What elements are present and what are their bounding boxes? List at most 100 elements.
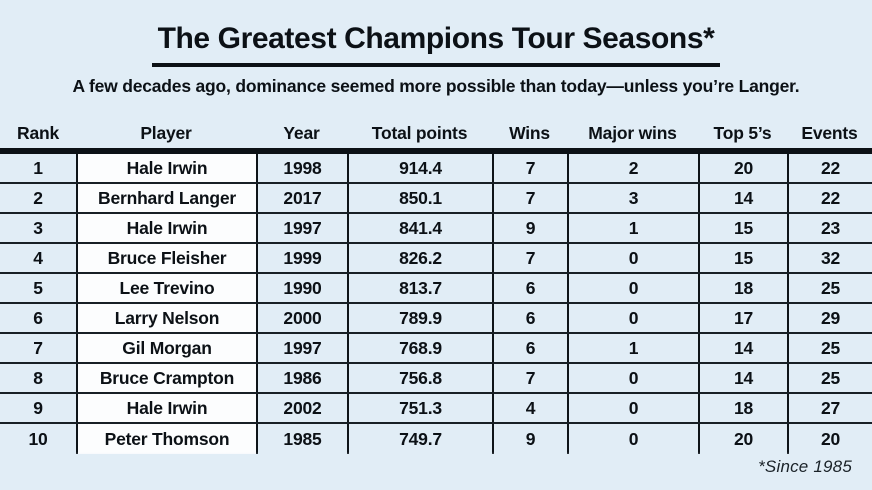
cell-player: Bernhard Langer [76,184,256,212]
cell-year: 1990 [256,274,347,302]
table-row: 9 Hale Irwin 2002 751.3 4 0 18 27 [0,394,872,424]
cell-wins: 7 [492,154,567,182]
column-header-events: Events [801,123,858,143]
column-header-rank: Rank [17,123,59,143]
cell-year: 1999 [256,244,347,272]
cell-top-5-s: 20 [698,154,787,182]
cell-total-points: 826.2 [347,244,492,272]
cell-top-5-s: 14 [698,334,787,362]
cell-year: 2000 [256,304,347,332]
cell-top-5-s: 18 [698,394,787,422]
cell-total-points: 813.7 [347,274,492,302]
cell-year: 1997 [256,334,347,362]
cell-year: 1997 [256,214,347,242]
cell-top-5-s: 20 [698,424,787,454]
table-row: 5 Lee Trevino 1990 813.7 6 0 18 25 [0,274,872,304]
cell-major-wins: 2 [567,154,698,182]
cell-year: 1998 [256,154,347,182]
cell-rank: 6 [33,307,43,328]
cell-top-5-s: 17 [698,304,787,332]
cell-total-points: 841.4 [347,214,492,242]
cell-events: 27 [787,394,872,422]
column-header-wins: Wins [509,123,550,143]
cell-events: 20 [787,424,872,454]
table-row: 10 Peter Thomson 1985 749.7 9 0 20 20 [0,424,872,454]
cell-rank: 9 [33,397,43,418]
cell-total-points: 914.4 [347,154,492,182]
table-row: 1 Hale Irwin 1998 914.4 7 2 20 22 [0,154,872,184]
cell-major-wins: 0 [567,304,698,332]
cell-player: Bruce Fleisher [76,244,256,272]
cell-total-points: 850.1 [347,184,492,212]
column-header-top-5-s: Top 5’s [713,123,772,143]
cell-rank: 5 [33,277,43,298]
cell-year: 2017 [256,184,347,212]
table-row: 4 Bruce Fleisher 1999 826.2 7 0 15 32 [0,244,872,274]
cell-major-wins: 0 [567,364,698,392]
column-header-total-points: Total points [371,123,468,143]
subtitle: A few decades ago, dominance seemed more… [72,76,800,96]
cell-major-wins: 0 [567,394,698,422]
cell-wins: 9 [492,424,567,454]
cell-player: Hale Irwin [76,394,256,422]
cell-major-wins: 1 [567,334,698,362]
cell-top-5-s: 14 [698,364,787,392]
cell-events: 23 [787,214,872,242]
column-header-year: Year [283,123,320,143]
cell-total-points: 751.3 [347,394,492,422]
cell-player: Hale Irwin [76,214,256,242]
table-row: 7 Gil Morgan 1997 768.9 6 1 14 25 [0,334,872,364]
cell-top-5-s: 14 [698,184,787,212]
cell-wins: 6 [492,304,567,332]
cell-player: Bruce Crampton [76,364,256,392]
cell-major-wins: 1 [567,214,698,242]
cell-total-points: 789.9 [347,304,492,332]
cell-wins: 7 [492,184,567,212]
column-header-major-wins: Major wins [588,123,677,143]
cell-rank: 4 [33,247,43,268]
cell-events: 22 [787,154,872,182]
cell-total-points: 749.7 [347,424,492,454]
cell-wins: 9 [492,214,567,242]
cell-player: Hale Irwin [76,154,256,182]
page-title: The Greatest Champions Tour Seasons* [151,22,721,67]
cell-total-points: 756.8 [347,364,492,392]
cell-wins: 7 [492,364,567,392]
cell-rank: 1 [33,157,43,178]
cell-year: 1985 [256,424,347,454]
cell-year: 1986 [256,364,347,392]
cell-events: 25 [787,274,872,302]
cell-rank: 2 [33,187,43,208]
graphic-header: The Greatest Champions Tour Seasons* A f… [0,22,872,97]
cell-top-5-s: 15 [698,244,787,272]
cell-major-wins: 0 [567,274,698,302]
cell-events: 32 [787,244,872,272]
footnote: *Since 1985 [758,457,852,476]
table-row: 6 Larry Nelson 2000 789.9 6 0 17 29 [0,304,872,334]
cell-events: 25 [787,364,872,392]
cell-year: 2002 [256,394,347,422]
cell-events: 22 [787,184,872,212]
header-rule [0,148,872,154]
cell-rank: 3 [33,217,43,238]
seasons-table-body: 1 Hale Irwin 1998 914.4 7 2 20 22 2 Bernhard Lang… [0,154,872,454]
column-header-player: Player [140,123,192,143]
table-header-row: Rank Player Year Total points Wins Major wins… [0,114,872,148]
cell-major-wins: 0 [567,424,698,454]
cell-events: 25 [787,334,872,362]
cell-rank: 10 [28,428,48,449]
cell-top-5-s: 15 [698,214,787,242]
cell-wins: 4 [492,394,567,422]
cell-top-5-s: 18 [698,274,787,302]
cell-wins: 7 [492,244,567,272]
cell-rank: 7 [33,337,43,358]
cell-wins: 6 [492,274,567,302]
cell-player: Lee Trevino [76,274,256,302]
cell-player: Peter Thomson [76,424,256,454]
cell-wins: 6 [492,334,567,362]
table-row: 2 Bernhard Langer 2017 850.1 7 3 14 22 [0,184,872,214]
table-row: 8 Bruce Crampton 1986 756.8 7 0 14 25 [0,364,872,394]
cell-player: Larry Nelson [76,304,256,332]
table-row: 3 Hale Irwin 1997 841.4 9 1 15 23 [0,214,872,244]
